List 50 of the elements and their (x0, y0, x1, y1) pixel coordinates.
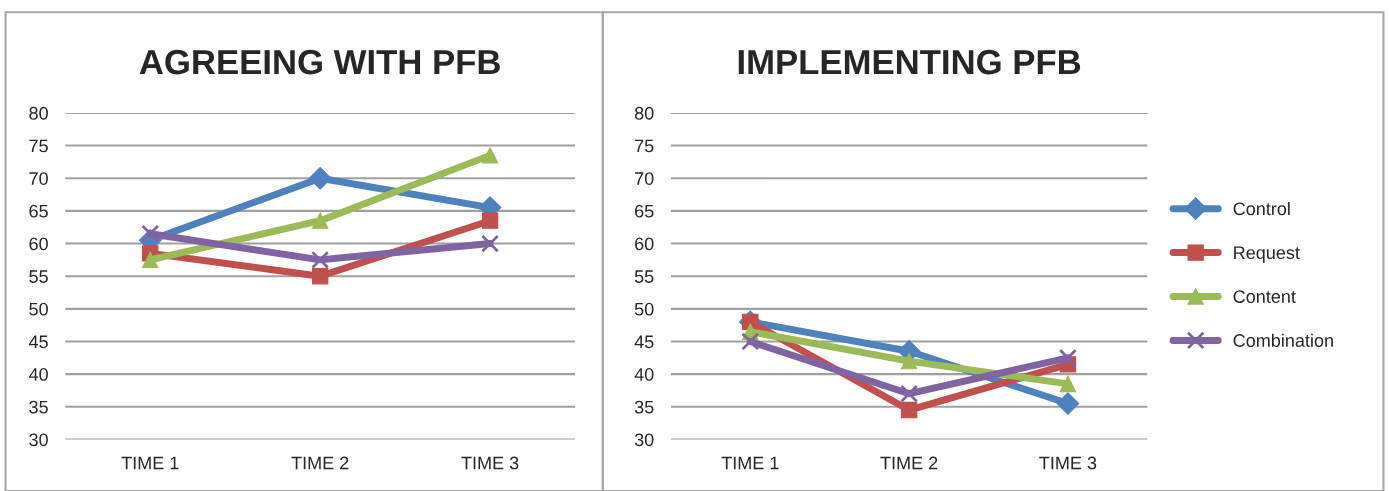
point (1058, 348, 1077, 367)
x-tick-label: TIME 2 (880, 456, 938, 470)
legend-label: Control (1233, 201, 1290, 216)
y-tick-label: 35 (634, 400, 654, 414)
point (900, 352, 918, 370)
y-tick-label: 30 (29, 433, 48, 447)
x-tick-label: TIME 1 (721, 456, 779, 470)
y-tick-label: 70 (29, 172, 48, 185)
x-tick-label: TIME 3 (461, 456, 519, 470)
y-tick-label: 65 (635, 204, 654, 218)
y-tick-label: 70 (635, 172, 654, 185)
y-tick-label: 50 (29, 302, 48, 316)
point (141, 224, 160, 243)
legend-label: Request (1234, 246, 1300, 263)
point (1056, 392, 1080, 415)
point (311, 267, 329, 285)
chart-title: AGREEING WITH PFB (139, 49, 500, 75)
point (900, 401, 918, 419)
y-tick-label: 45 (634, 335, 654, 349)
y-tick-label: 55 (29, 270, 48, 283)
point (481, 212, 499, 229)
point (481, 147, 499, 164)
point (311, 212, 329, 229)
y-tick-label: 40 (28, 368, 48, 381)
y-tick-label: 45 (28, 335, 48, 349)
y-tick-label: 50 (634, 302, 654, 316)
x-tick-label: TIME 3 (1039, 456, 1097, 470)
point (142, 251, 159, 269)
point (311, 250, 330, 269)
x-tick-label: TIME 2 (291, 456, 349, 470)
y-tick-label: 60 (635, 237, 654, 251)
y-tick-label: 55 (634, 270, 654, 283)
chart-title: IMPLEMENTING PFB (738, 49, 1081, 75)
point (481, 234, 500, 253)
y-tick-label: 75 (29, 139, 48, 153)
y-tick-label: 65 (29, 204, 48, 218)
y-tick-label: 30 (634, 433, 654, 447)
point (308, 166, 332, 190)
y-tick-label: 80 (29, 106, 48, 120)
legend-label: Content (1233, 290, 1296, 303)
point (1059, 375, 1077, 393)
y-tick-label: 60 (29, 237, 48, 251)
point (741, 332, 760, 351)
x-tick-label: TIME 1 (121, 456, 179, 470)
y-tick-label: 35 (29, 400, 48, 414)
legend-label: Combination (1233, 333, 1333, 347)
y-tick-label: 75 (635, 139, 654, 153)
y-tick-label: 80 (634, 106, 654, 120)
y-tick-label: 40 (634, 368, 654, 381)
point (900, 384, 919, 403)
